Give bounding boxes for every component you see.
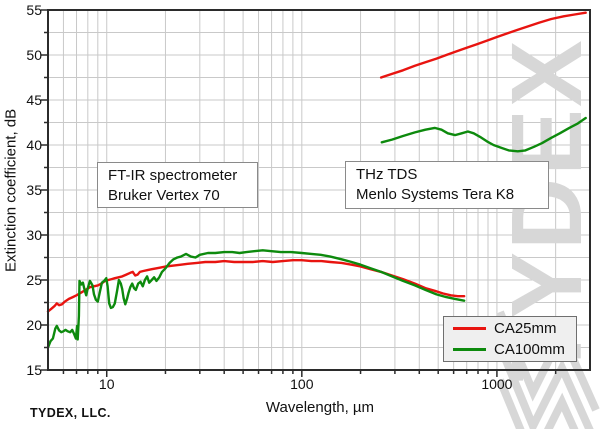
- grid-lines: [48, 10, 590, 370]
- tydex-w-logo-stroke: [496, 344, 594, 429]
- annotation-thz-line2: Menlo Systems Tera K8: [356, 186, 515, 203]
- data-curves: [46, 11, 587, 349]
- y-axis-title: Extinction coefficient, dB: [2, 108, 20, 272]
- legend-item-CA100mm: CA100mm: [453, 341, 576, 359]
- curve-CA100mm: [380, 116, 587, 153]
- annotation-ftir: FT-IR spectrometer Bruker Vertex 70: [97, 162, 258, 208]
- x-tick-label: 1000: [481, 376, 513, 392]
- legend-line-sample: [453, 348, 486, 351]
- y-tick-label: 15: [26, 362, 42, 378]
- x-tick-label: 100: [290, 376, 314, 392]
- company-name: TYDEX, LLC.: [30, 406, 111, 420]
- legend-label: CA100mm: [494, 340, 565, 358]
- curve-CA100mm: [46, 249, 466, 349]
- y-tick-label: 55: [26, 2, 42, 18]
- y-tick-label: 40: [26, 137, 42, 153]
- annotation-ftir-line1: FT-IR spectrometer: [108, 167, 238, 184]
- legend-label: CA25mm: [494, 319, 557, 337]
- legend-item-CA25mm: CA25mm: [453, 320, 576, 338]
- y-tick-label: 30: [26, 227, 42, 243]
- x-tick-label: 10: [98, 376, 115, 392]
- y-tick-label: 50: [26, 47, 42, 63]
- y-tick-label: 35: [26, 182, 42, 198]
- y-tick-label: 45: [26, 92, 42, 108]
- curve-CA25mm: [379, 11, 587, 79]
- annotation-thz: THz TDS Menlo Systems Tera K8: [345, 161, 549, 209]
- x-axis-title: Wavelength, µm: [265, 399, 375, 416]
- y-tick-label: 20: [26, 317, 42, 333]
- legend-line-sample: [453, 327, 486, 330]
- y-tick-label: 25: [26, 272, 42, 288]
- annotation-ftir-line2: Bruker Vertex 70: [108, 187, 220, 204]
- annotation-thz-line1: THz TDS: [356, 166, 418, 183]
- legend-box: CA25mm CA100mm: [443, 316, 577, 362]
- tydex-w-logo-stroke: [496, 378, 579, 429]
- axes-frame: [41, 9, 591, 377]
